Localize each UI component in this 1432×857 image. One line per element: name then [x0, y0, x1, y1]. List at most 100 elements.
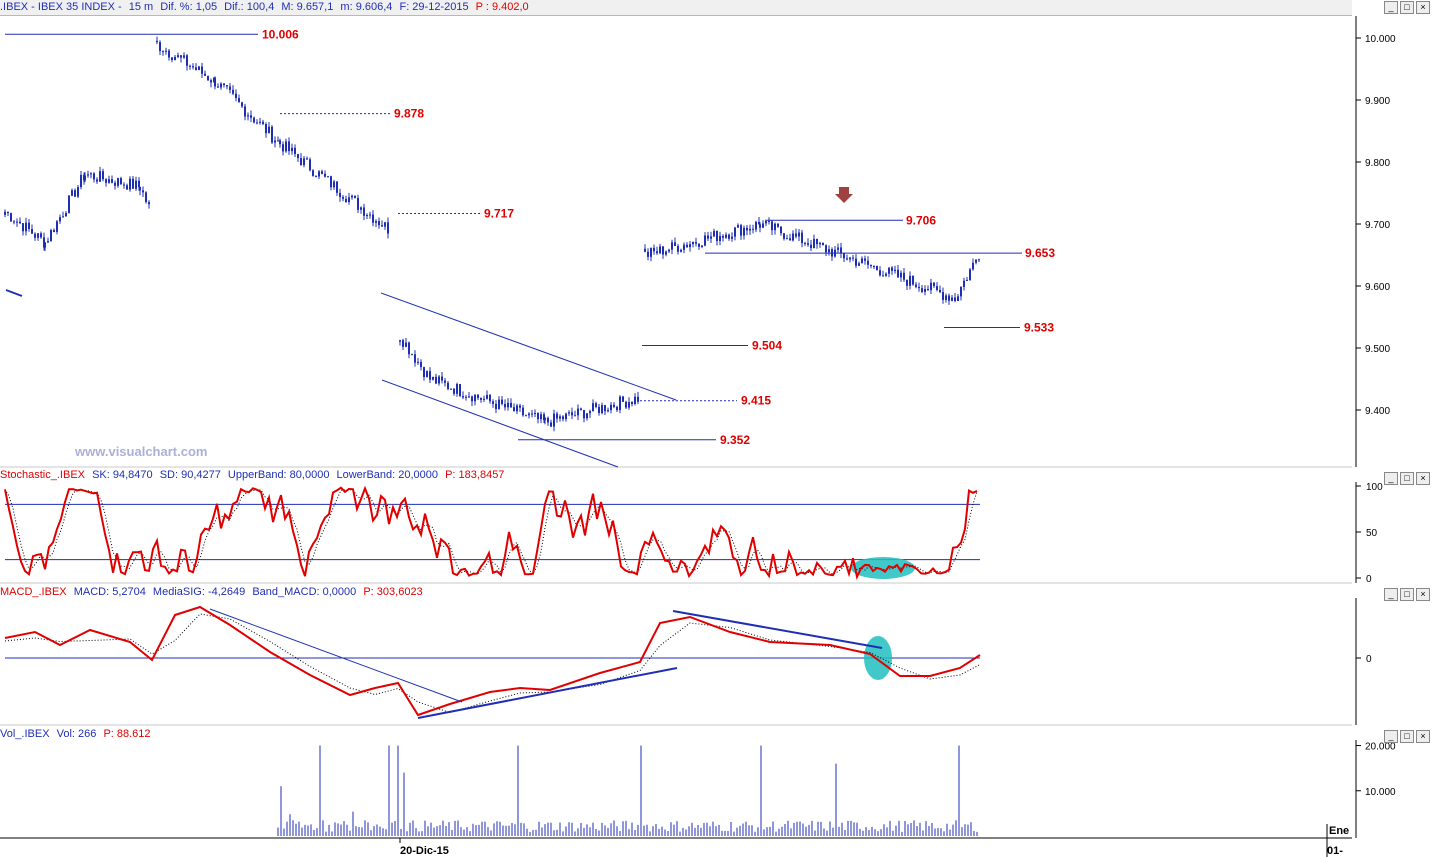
candle-body	[565, 413, 567, 420]
maximize-button[interactable]: □	[1400, 730, 1414, 743]
candle-body	[942, 292, 944, 300]
maximize-button[interactable]: □	[1400, 588, 1414, 601]
y-tick-label: 9.500	[1365, 344, 1390, 355]
candle-body	[695, 241, 697, 244]
close-button[interactable]: ×	[1416, 730, 1430, 743]
candle-body	[933, 282, 935, 287]
minimize-button[interactable]: _	[1384, 472, 1398, 485]
candle-body	[634, 396, 636, 405]
candle-body	[798, 232, 800, 237]
candle-body	[960, 286, 962, 297]
candle-body	[363, 207, 365, 216]
candle-body	[525, 415, 527, 417]
candle-body	[607, 410, 609, 412]
candle-body	[277, 140, 279, 142]
candle-body	[540, 414, 542, 420]
candle-body	[241, 102, 243, 107]
candle-body	[13, 221, 15, 223]
y-tick-label: 20.000	[1365, 742, 1396, 753]
candle-body	[912, 275, 914, 285]
candle-body	[339, 192, 341, 198]
candle-body	[671, 242, 673, 250]
candle-body	[755, 221, 757, 230]
candle-body	[601, 405, 603, 414]
candle-body	[268, 126, 270, 134]
candle-body	[628, 401, 630, 408]
candle-body	[271, 126, 273, 143]
candle-body	[930, 282, 932, 291]
candle-body	[921, 288, 923, 292]
candle-body	[4, 211, 6, 215]
candle-body	[96, 179, 98, 182]
close-button[interactable]: ×	[1416, 472, 1430, 485]
candle-body	[963, 280, 965, 287]
candle-body	[138, 180, 140, 187]
candle-body	[722, 236, 724, 238]
candle-body	[519, 405, 521, 408]
candle-body	[201, 66, 203, 74]
candle-body	[369, 214, 371, 216]
highlight-ellipse	[851, 557, 915, 579]
x-tick-label: Ene	[1329, 825, 1349, 837]
candle-body	[689, 244, 691, 248]
maximize-button[interactable]: □	[1400, 472, 1414, 485]
candle-body	[867, 260, 869, 265]
candle-body	[462, 396, 464, 398]
candle-body	[259, 121, 261, 123]
candle-body	[613, 404, 615, 407]
candle-body	[616, 406, 618, 411]
close-button[interactable]: ×	[1416, 588, 1430, 601]
candle-body	[501, 399, 503, 404]
candle-body	[235, 93, 237, 99]
candle-body	[321, 171, 323, 174]
x-tick-label: 01-	[1327, 845, 1343, 857]
candle-body	[50, 230, 52, 242]
candle-body	[589, 411, 591, 414]
candle-body	[822, 242, 824, 246]
candle-body	[351, 195, 353, 198]
candle-body	[204, 73, 206, 76]
minimize-button[interactable]: _	[1384, 588, 1398, 601]
candle-body	[19, 221, 21, 224]
candle-body	[399, 340, 401, 342]
candle-body	[516, 405, 518, 412]
candle-body	[647, 251, 649, 257]
candle-body	[783, 233, 785, 239]
candle-body	[522, 407, 524, 416]
candle-body	[360, 207, 362, 210]
candle-body	[870, 264, 872, 266]
candle-body	[849, 257, 851, 260]
candle-body	[574, 415, 576, 417]
highlight-ellipse	[864, 636, 892, 680]
stoch-sd: SD: 90,4277	[159, 469, 221, 481]
vol-panel-header: Vol_.IBEX Vol: 266 P: 88.612	[0, 727, 1352, 742]
candle-body	[731, 236, 733, 239]
candle-body	[244, 106, 246, 117]
candle-body	[583, 409, 585, 419]
candle-body	[619, 396, 621, 411]
macd-name: MACD_.IBEX	[0, 586, 67, 598]
candle-body	[226, 85, 228, 87]
candle-body	[945, 295, 947, 300]
candle-body	[411, 354, 413, 356]
maximize-button[interactable]: □	[1400, 1, 1414, 14]
macd-band: Band_MACD: 0,0000	[252, 586, 357, 598]
candle-body	[303, 158, 305, 166]
candle-body	[586, 413, 588, 419]
candle-body	[978, 259, 980, 261]
candle-body	[297, 154, 299, 159]
candle-body	[498, 399, 500, 410]
candle-body	[238, 98, 240, 103]
minimize-button[interactable]: _	[1384, 1, 1398, 14]
candle-body	[126, 185, 128, 190]
candle-body	[604, 405, 606, 412]
close-button[interactable]: ×	[1416, 1, 1430, 14]
candle-body	[333, 181, 335, 188]
minimize-button[interactable]: _	[1384, 730, 1398, 743]
candle-body	[510, 402, 512, 408]
price-label: P : 9.402,0	[475, 1, 529, 13]
candle-body	[132, 178, 134, 189]
candle-body	[734, 227, 736, 237]
candle-body	[405, 342, 407, 347]
candle-body	[749, 228, 751, 231]
